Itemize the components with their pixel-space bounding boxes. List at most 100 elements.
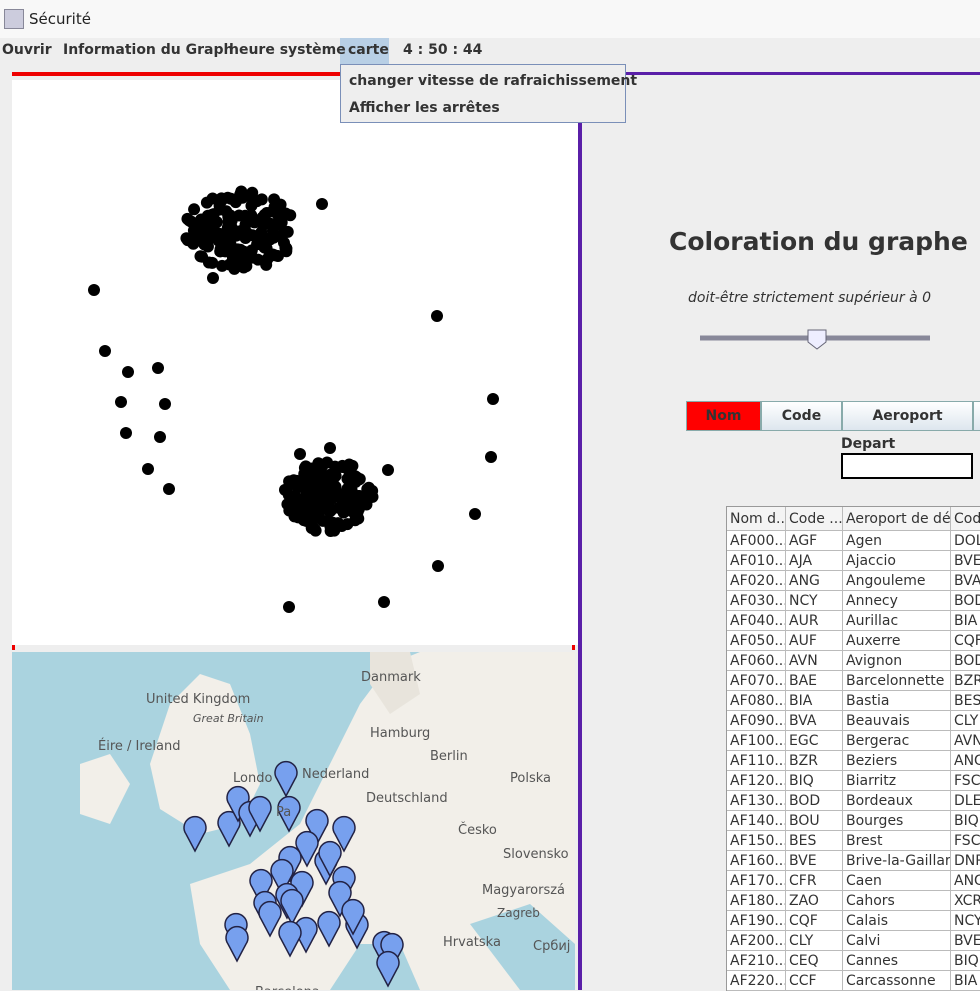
- map-label: Hamburg: [370, 726, 430, 741]
- table-cell: AF010...: [727, 551, 786, 571]
- app-icon: [4, 9, 24, 29]
- map-label: Hrvatska: [443, 935, 501, 950]
- map-label: Londo: [233, 771, 272, 786]
- graph-node: [283, 601, 295, 613]
- table-cell: AF060...: [727, 651, 786, 671]
- table-cell: BZR: [951, 671, 980, 691]
- table-cell: DOL: [951, 531, 980, 551]
- map-pin: [376, 950, 400, 988]
- window-title: Sécurité: [29, 10, 91, 28]
- table-cell: BOD: [786, 791, 843, 811]
- graph-node: [99, 345, 111, 357]
- graph-node: [327, 481, 340, 494]
- graph-node: [221, 221, 234, 234]
- table-header[interactable]: Cod: [951, 507, 980, 531]
- menu-item[interactable]: heure système: [229, 42, 346, 58]
- table-cell: BIA: [951, 611, 980, 631]
- table-cell: Beziers: [843, 751, 951, 771]
- table-cell: AF210...: [727, 951, 786, 971]
- graph-node: [431, 310, 443, 322]
- table-cell: CLY: [951, 711, 980, 731]
- table-cell: AF110...: [727, 751, 786, 771]
- map-label: Česko: [458, 822, 497, 838]
- table-cell: BOD: [951, 651, 980, 671]
- table-cell: AF170...: [727, 871, 786, 891]
- table-cell: AF220...: [727, 971, 786, 991]
- menu-item[interactable]: Information du Graph: [63, 42, 234, 58]
- graph-node: [229, 196, 242, 209]
- graph-node: [163, 483, 175, 495]
- table-cell: BIQ: [951, 811, 980, 831]
- table-cell: AF000...: [727, 531, 786, 551]
- table-cell: NCY: [786, 591, 843, 611]
- table-cell: AF030...: [727, 591, 786, 611]
- table-header[interactable]: Aeroport de dé...: [843, 507, 951, 531]
- graph-node: [328, 524, 341, 537]
- graph-node: [218, 244, 231, 257]
- map-pin: [341, 898, 365, 936]
- table-cell: AGF: [786, 531, 843, 551]
- table-cell: DNR: [951, 851, 980, 871]
- table-cell: BVA: [786, 711, 843, 731]
- graph-node: [264, 231, 277, 244]
- graph-node: [432, 560, 444, 572]
- sort-button[interactable]: Aeroport: [842, 401, 973, 431]
- graph-node: [319, 488, 332, 501]
- table-header[interactable]: Code ...: [786, 507, 843, 531]
- graph-node: [291, 481, 304, 494]
- graph-node: [159, 398, 171, 410]
- graph-node: [181, 212, 194, 225]
- graph-node: [239, 218, 252, 231]
- menu-item[interactable]: Ouvrir: [2, 42, 52, 58]
- table-cell: Avignon: [843, 651, 951, 671]
- menu-item[interactable]: carte: [348, 42, 389, 58]
- sort-button[interactable]: Nom: [686, 401, 761, 431]
- map-pin: [274, 760, 298, 798]
- map-pin: [380, 932, 404, 970]
- table-cell: Angouleme: [843, 571, 951, 591]
- table-cell: Ajaccio: [843, 551, 951, 571]
- table-cell: Calais: [843, 911, 951, 931]
- table-cell: AF140...: [727, 811, 786, 831]
- map-label: Great Britain: [193, 712, 264, 725]
- table-cell: Beauvais: [843, 711, 951, 731]
- graph-node: [382, 464, 394, 476]
- graph-node: [274, 198, 287, 211]
- table-cell: BIA: [951, 971, 980, 991]
- table-cell: BES: [786, 831, 843, 851]
- map-label: Nederland: [302, 767, 369, 782]
- table: Nom d...Code ...Aeroport de dé...Cod AF00…: [726, 506, 980, 991]
- graph-node: [349, 514, 362, 527]
- graph-node: [353, 473, 366, 486]
- slider-thumb[interactable]: [807, 329, 827, 350]
- graph-node: [294, 448, 306, 460]
- graph-border: [12, 72, 578, 76]
- map-pin: [295, 830, 319, 868]
- dropdown-item[interactable]: Afficher les arrêtes: [349, 100, 500, 116]
- table-cell: ANG: [951, 751, 980, 771]
- hint: doit-être strictement supérieur à 0: [688, 290, 932, 306]
- map-pin: [249, 868, 273, 906]
- graph-node: [216, 259, 229, 272]
- graph-node: [234, 243, 247, 256]
- divider-top: [582, 72, 980, 75]
- title-bar: Sécurité: [0, 0, 980, 39]
- sort-button[interactable]: Code: [761, 401, 842, 431]
- graph-node: [325, 503, 338, 516]
- graph-node: [345, 460, 358, 473]
- graph-node: [154, 431, 166, 443]
- table-cell: CQF: [951, 631, 980, 651]
- dropdown-item[interactable]: changer vitesse de rafraichissement: [349, 73, 638, 89]
- graph-node: [366, 484, 379, 497]
- depart-input[interactable]: [841, 453, 973, 479]
- map: United Kingdom Great Britain Éire / Irelan…: [12, 652, 575, 990]
- table-cell: Brive-la-Gaillar...: [843, 851, 951, 871]
- sort-button[interactable]: [973, 401, 980, 431]
- graph-node: [194, 232, 207, 245]
- graph-node: [324, 442, 336, 454]
- table-header[interactable]: Nom d...: [727, 507, 786, 531]
- map-label: Deutschland: [366, 791, 448, 806]
- map-pin: [270, 858, 294, 896]
- graph-node: [251, 253, 264, 266]
